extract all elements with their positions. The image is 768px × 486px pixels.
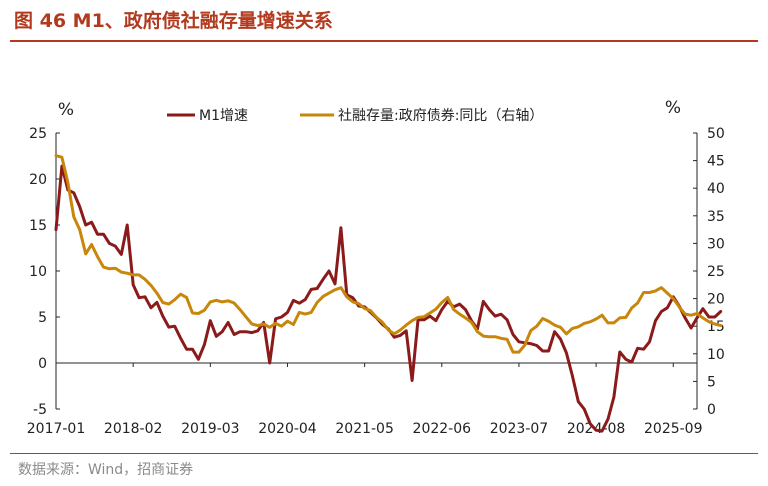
left-y-tick-label: 10 <box>29 264 47 280</box>
left-y-tick-label: 15 <box>29 218 47 234</box>
legend-label: M1增速 <box>199 108 248 124</box>
right-y-tick-label: 35 <box>707 209 725 225</box>
source-note: 数据来源：Wind，招商证券 <box>18 462 194 478</box>
source-divider <box>10 453 758 454</box>
right-y-tick-label: 50 <box>707 126 725 142</box>
right-y-tick-label: 30 <box>707 236 725 252</box>
series-line-gov-bond <box>54 154 723 354</box>
left-y-tick-label: 20 <box>29 172 47 188</box>
left-axis-unit: % <box>58 100 74 120</box>
right-y-tick-label: 5 <box>707 374 716 390</box>
line-chart: -50510152025%05101520253035404550%2017-0… <box>27 98 725 437</box>
x-tick-label: 2023-07 <box>490 421 549 437</box>
x-tick-label: 2025-09 <box>644 421 703 437</box>
x-tick-label: 2019-03 <box>181 421 240 437</box>
series-line-m1 <box>54 164 723 433</box>
right-y-tick-label: 0 <box>707 402 716 418</box>
left-y-tick-label: 0 <box>38 356 47 372</box>
left-y-tick-label: -5 <box>33 402 47 418</box>
left-y-tick-label: 5 <box>38 310 47 326</box>
x-tick-label: 2022-06 <box>413 421 472 437</box>
right-y-tick-label: 40 <box>707 181 725 197</box>
x-tick-label: 2017-01 <box>27 421 86 437</box>
right-y-tick-label: 45 <box>707 154 725 170</box>
x-tick-label: 2021-05 <box>335 421 394 437</box>
x-tick-label: 2018-02 <box>104 421 163 437</box>
right-y-tick-label: 25 <box>707 264 725 280</box>
right-y-tick-label: 10 <box>707 347 725 363</box>
legend-label: 社融存量:政府债券:同比（右轴） <box>338 108 543 124</box>
figure-title: 图 46 M1、政府债社融存量增速关系 <box>14 10 333 32</box>
chart-series-layer <box>54 154 723 433</box>
x-tick-label: 2020-04 <box>258 421 317 437</box>
chart-axes: -50510152025%05101520253035404550%2017-0… <box>27 98 725 437</box>
chart-legend: M1增速 社融存量:政府债券:同比（右轴） <box>167 108 543 124</box>
right-y-tick-label: 20 <box>707 292 725 308</box>
title-divider <box>10 40 758 42</box>
left-y-tick-label: 25 <box>29 126 47 142</box>
right-axis-unit: % <box>665 98 681 118</box>
